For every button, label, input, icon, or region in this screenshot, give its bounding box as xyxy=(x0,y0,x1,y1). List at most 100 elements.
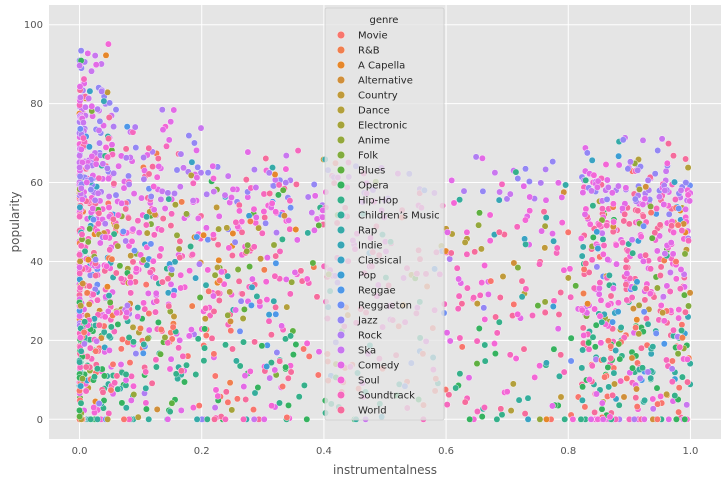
scatter-point xyxy=(492,313,499,321)
scatter-point xyxy=(254,384,262,391)
scatter-point xyxy=(536,415,544,423)
scatter-point xyxy=(168,210,176,218)
scatter-point xyxy=(200,231,208,239)
scatter-point xyxy=(76,172,84,180)
scatter-point xyxy=(111,379,119,387)
scatter-point xyxy=(203,415,211,423)
scatter-point xyxy=(479,187,487,195)
scatter-point xyxy=(609,318,616,326)
scatter-point xyxy=(287,332,294,340)
scatter-point xyxy=(158,278,166,286)
scatter-point xyxy=(128,237,136,245)
scatter-point xyxy=(79,375,86,383)
legend-marker xyxy=(337,316,346,325)
scatter-point xyxy=(122,370,130,378)
scatter-point xyxy=(289,351,297,358)
scatter-point xyxy=(255,224,263,232)
scatter-point xyxy=(520,182,528,190)
scatter-point xyxy=(140,154,148,161)
scatter-point xyxy=(487,277,495,285)
scatter-point xyxy=(166,408,174,415)
scatter-point xyxy=(225,244,233,252)
scatter-point xyxy=(275,181,283,189)
scatter-point xyxy=(617,377,625,385)
scatter-point xyxy=(455,292,463,300)
scatter-point xyxy=(122,404,130,412)
scatter-point xyxy=(81,247,89,255)
scatter-point xyxy=(127,396,135,404)
scatter-point xyxy=(250,415,258,423)
scatter-point xyxy=(607,292,615,300)
scatter-point xyxy=(250,205,258,213)
scatter-point xyxy=(76,203,84,211)
scatter-point xyxy=(117,345,125,353)
scatter-point xyxy=(586,376,593,383)
scatter-point xyxy=(604,363,612,371)
scatter-point xyxy=(175,245,183,253)
scatter-point xyxy=(212,386,220,394)
scatter-point xyxy=(587,415,595,423)
legend: genre Movie R&B A Capella Alternative Countr… xyxy=(324,7,445,421)
scatter-point xyxy=(106,299,114,306)
scatter-point xyxy=(96,239,104,247)
scatter-point xyxy=(661,187,669,194)
scatter-point xyxy=(247,301,255,309)
scatter-point xyxy=(292,226,300,233)
scatter-point xyxy=(595,290,603,298)
scatter-point xyxy=(165,195,173,203)
scatter-point xyxy=(102,51,110,59)
scatter-point xyxy=(292,341,300,348)
scatter-point xyxy=(147,240,155,248)
scatter-point xyxy=(620,393,628,401)
scatter-point xyxy=(245,212,253,220)
legend-marker xyxy=(337,376,346,385)
scatter-point xyxy=(100,97,108,105)
scatter-point xyxy=(628,354,636,362)
scatter-point xyxy=(276,357,284,365)
scatter-point xyxy=(611,380,618,388)
scatter-point xyxy=(242,396,250,403)
scatter-point xyxy=(76,164,84,171)
scatter-point xyxy=(79,280,87,287)
scatter-point xyxy=(171,190,178,197)
legend-label: Jazz xyxy=(357,316,378,327)
scatter-point xyxy=(237,297,245,305)
scatter-point xyxy=(562,181,569,189)
scatter-point xyxy=(116,262,124,270)
scatter-point xyxy=(510,259,518,267)
scatter-point xyxy=(117,361,125,368)
scatter-point xyxy=(76,358,84,366)
scatter-point xyxy=(279,186,287,194)
scatter-point xyxy=(446,337,454,345)
scatter-point xyxy=(475,221,482,229)
scatter-point xyxy=(123,309,131,316)
scatter-point xyxy=(591,343,599,351)
scatter-point xyxy=(448,176,456,184)
scatter-point xyxy=(285,216,293,224)
scatter-point xyxy=(86,143,93,151)
scatter-point xyxy=(278,235,286,243)
scatter-point xyxy=(550,237,557,245)
scatter-point xyxy=(126,359,134,366)
scatter-point xyxy=(682,308,689,316)
scatter-point xyxy=(640,308,648,316)
scatter-point xyxy=(221,415,229,423)
scatter-point xyxy=(556,372,563,380)
scatter-point xyxy=(481,404,488,411)
legend-marker xyxy=(337,331,346,340)
scatter-point xyxy=(88,152,96,160)
scatter-point xyxy=(122,145,130,153)
scatter-point xyxy=(99,160,107,168)
scatter-point xyxy=(628,236,636,244)
scatter-point xyxy=(76,213,84,221)
scatter-point xyxy=(496,188,503,196)
scatter-point xyxy=(222,341,229,349)
scatter-point xyxy=(522,285,530,293)
scatter-point xyxy=(599,235,607,243)
legend-label: R&B xyxy=(358,46,380,57)
scatter-point xyxy=(644,368,652,376)
scatter-point xyxy=(203,190,211,198)
scatter-point xyxy=(603,176,611,184)
scatter-point xyxy=(616,355,624,363)
